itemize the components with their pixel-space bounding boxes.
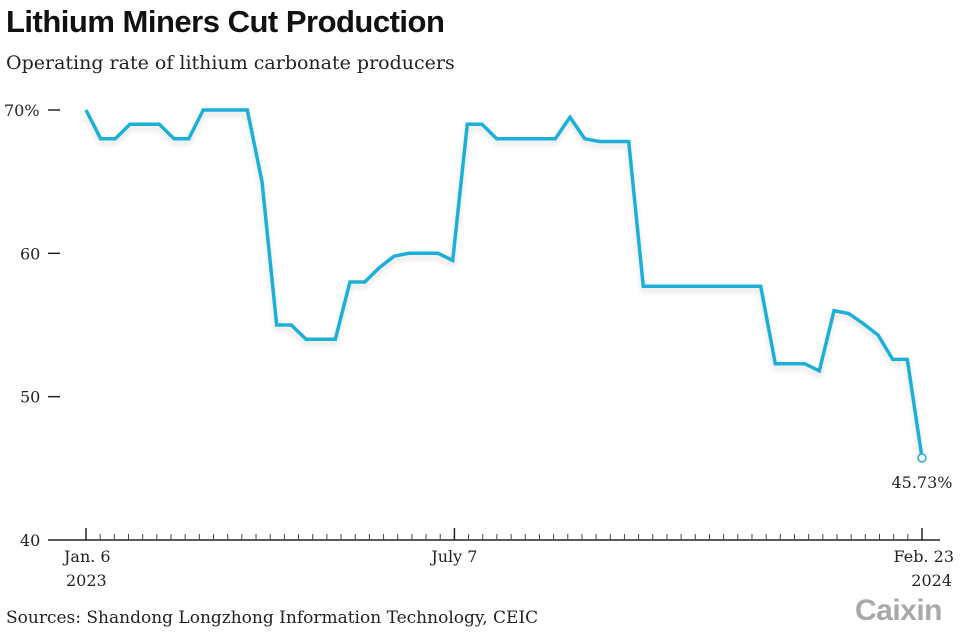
y-tick-label: 70% xyxy=(4,101,40,120)
y-tick-label: 40 xyxy=(20,531,40,550)
x-tick-label: July 7 xyxy=(429,547,477,566)
x-tick-label: Jan. 6 xyxy=(62,547,111,566)
x-tick-label: Feb. 23 xyxy=(894,547,954,566)
x-tick-sublabel: 2024 xyxy=(911,571,952,590)
source-note: Sources: Shandong Longzhong Information … xyxy=(6,608,539,628)
last-point-marker xyxy=(917,453,927,463)
y-tick-label: 60 xyxy=(20,244,40,263)
last-value-label: 45.73% xyxy=(891,473,952,492)
y-tick-label: 50 xyxy=(20,388,40,407)
chart-title: Lithium Miners Cut Production xyxy=(6,4,445,39)
caixin-logo: Caixin xyxy=(854,594,943,627)
x-tick-sublabel: 2023 xyxy=(66,571,107,590)
chart-subtitle: Operating rate of lithium carbonate prod… xyxy=(6,52,455,74)
series-line xyxy=(84,108,924,459)
